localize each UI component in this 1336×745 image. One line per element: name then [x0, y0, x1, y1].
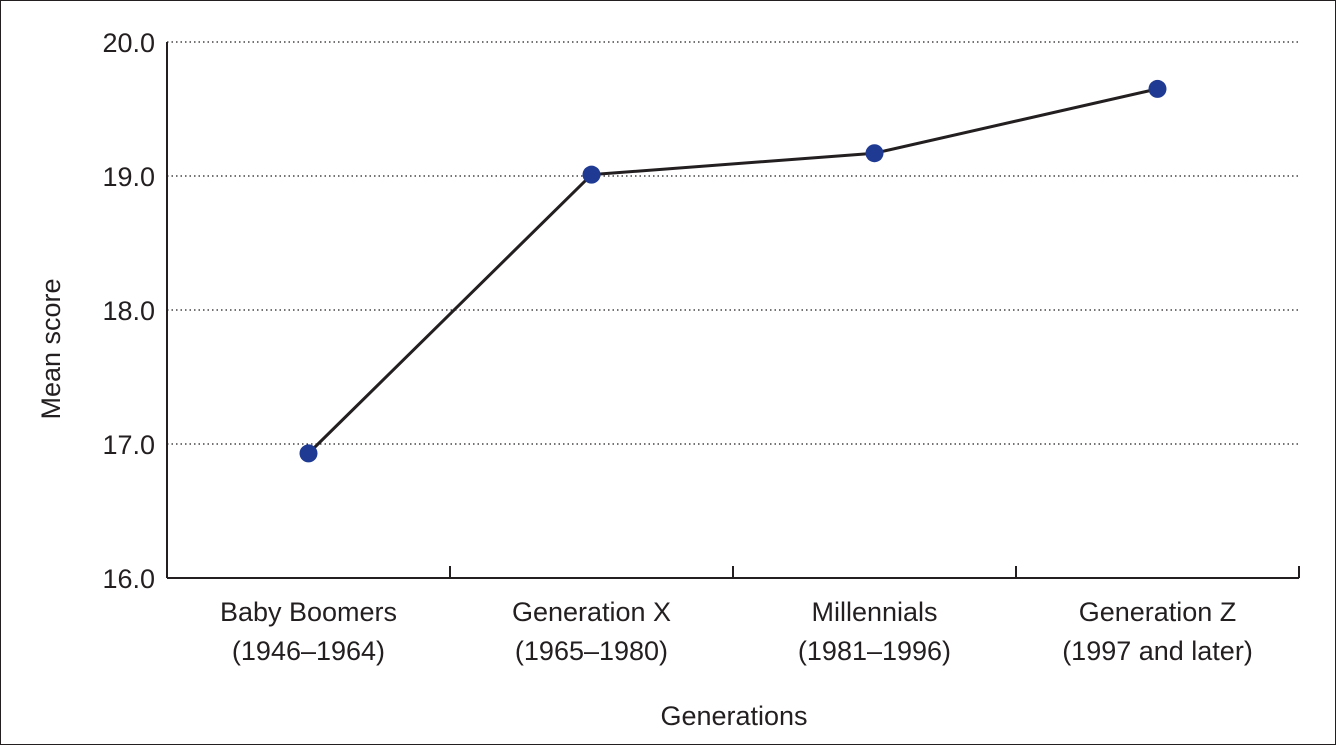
x-tick-label: Millennials [811, 597, 937, 627]
y-tick-label: 18.0 [102, 296, 155, 326]
x-tick-label: Generation Z [1079, 597, 1237, 627]
x-tick-label-sub: (1965–1980) [515, 636, 668, 666]
y-tick-label: 19.0 [102, 162, 155, 192]
x-tick-labels: Baby Boomers (1946–1964) Generation X (1965… [220, 597, 1253, 666]
y-tick-label: 17.0 [102, 430, 155, 460]
data-point [865, 144, 884, 163]
y-tick-labels: 16.0 17.0 18.0 19.0 20.0 [102, 28, 155, 594]
x-tick-label: Baby Boomers [220, 597, 397, 627]
axes [166, 42, 1300, 579]
data-point [1148, 79, 1167, 98]
data-point [582, 165, 601, 184]
x-tick-label-sub: (1997 and later) [1062, 636, 1253, 666]
x-axis-title: Generations [660, 701, 807, 731]
series-layer [299, 79, 1167, 463]
series-line [307, 87, 1158, 455]
x-tick-label: Generation X [512, 597, 671, 627]
y-tick-label: 16.0 [102, 564, 155, 594]
grid-lines [167, 41, 1299, 445]
y-tick-label: 20.0 [102, 28, 155, 58]
x-tick-label-sub: (1946–1964) [232, 636, 385, 666]
y-axis-title: Mean score [36, 278, 66, 419]
data-point [299, 444, 318, 463]
x-tick-label-sub: (1981–1996) [798, 636, 951, 666]
